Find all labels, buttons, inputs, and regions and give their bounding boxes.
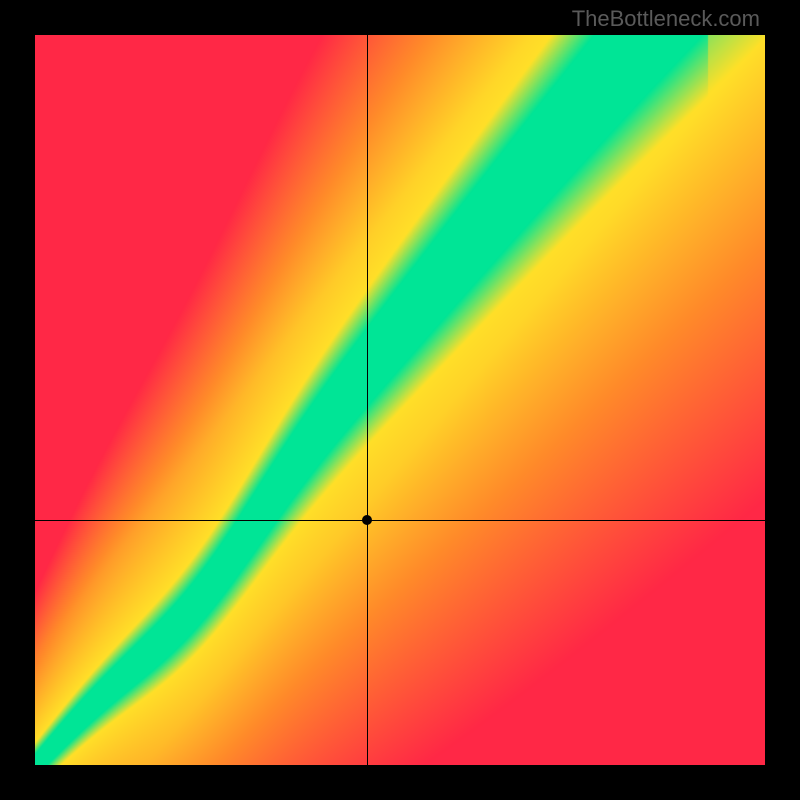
heatmap-canvas [35, 35, 765, 765]
crosshair-vertical [367, 35, 368, 765]
watermark-text: TheBottleneck.com [572, 6, 760, 32]
marker-dot [362, 515, 372, 525]
plot-area [35, 35, 765, 765]
crosshair-horizontal [35, 520, 765, 521]
